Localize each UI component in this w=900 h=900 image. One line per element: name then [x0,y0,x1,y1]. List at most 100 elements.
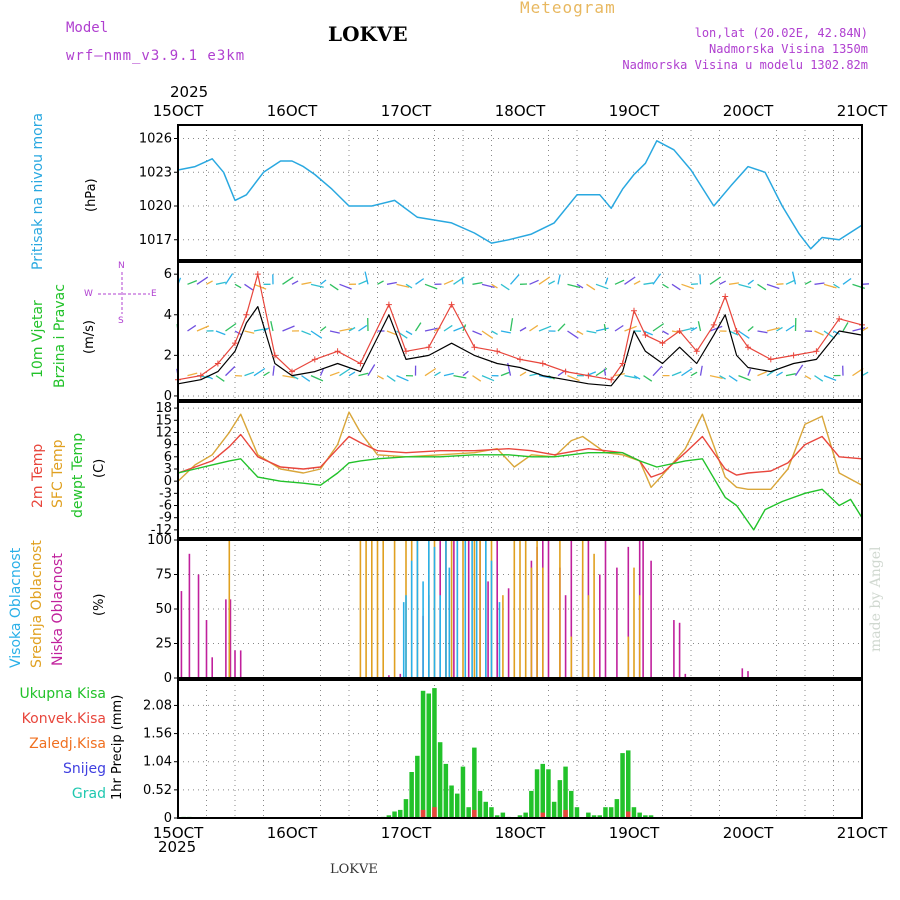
pressure-line [177,140,863,250]
total-rain-bar [420,690,426,818]
clouds-ytick-label: 50 [155,602,172,617]
total-rain-bar [386,815,392,818]
wind-arrow [747,368,752,376]
total-rain-bar [460,766,466,818]
total-rain-bar [586,812,591,818]
wind-speed-marker [676,328,683,334]
credit-text: made by Angel [868,546,884,653]
precip-units: 1hr Precip (mm) [110,694,125,800]
wind-arrow [833,283,840,289]
total-rain-bar [432,688,437,818]
wind-arrow [282,375,296,379]
wind-arrow [842,322,849,332]
wind-arrow [519,371,527,377]
wind-arrow [595,327,609,332]
sfc-temp-line [177,411,863,490]
wind-arrow [804,375,812,380]
wind-speed-marker [745,344,751,351]
wind-arrow [576,330,584,335]
temperature-ytick-label: 3 [164,462,172,477]
wind-speed-marker [357,360,364,367]
temp2m-line [177,433,863,478]
wind-arrow [481,375,495,382]
wind-arrow [643,330,653,336]
wind-arrow [728,375,738,382]
wind-speed-marker [693,348,700,355]
wind-arrow [861,283,870,285]
total-rain-bar [523,812,528,818]
wind-arrow [329,371,340,377]
precip-ytick-label: 0 [164,811,172,826]
total-rain-bar [620,753,625,818]
convective-rain-bar [563,809,568,818]
precip-ytick-label: 0.52 [143,783,172,798]
wind-speed-marker [254,271,261,278]
wind-arrow [215,375,225,382]
wind-arrow [196,325,210,332]
wind-arrow [224,273,234,285]
wind-arrow [791,271,797,285]
total-rain-bar [409,772,414,818]
wind-arrow [364,271,369,285]
total-rain-bar [426,693,431,818]
total-rain-bar [472,747,477,818]
wind-arrow [766,283,780,290]
wind-arrow [681,367,693,377]
total-rain-bar [557,780,563,818]
wind-arrow [377,280,384,285]
wind-speed-marker [197,372,204,379]
wind-arrow [348,326,356,332]
x-tick-label-top: 19OCT [609,102,660,120]
wind-speed-marker [243,311,250,318]
temperature-ytick-label: 18 [155,401,172,416]
wind-speed-marker [271,352,278,359]
wind-speed-marker [425,344,432,351]
wind-speed-marker [722,293,729,300]
temperature-ytick-label: -12 [151,523,172,538]
wind-arrow [538,276,551,285]
wind-arrow [690,371,698,377]
wind-arrow [396,330,408,339]
wind-arrow [453,375,467,379]
temperature-ytick-label: -6 [159,499,172,514]
total-rain-bar [517,815,523,818]
total-rain-bar [631,807,637,818]
wind-ylabel: 10m Vjetar [30,300,46,378]
wind-arrow [196,276,209,285]
wind-arrow [377,375,384,380]
convective-rain-bar [472,809,477,818]
clouds-ytick-label: 75 [155,568,172,583]
total-rain-bar [449,785,454,818]
wind-arrow [614,279,625,285]
wind-arrow [434,371,441,377]
wind-arrow [709,276,722,285]
pressure-ylabel: Pritisak na nivou mora [30,112,46,270]
x-tick-label-bottom: 21OCT [837,824,888,842]
wind-arrow [814,375,824,382]
wind-arrow [329,330,340,334]
precip-ytick-label: 1.56 [143,727,172,742]
precip-ytick-label: 2.08 [143,698,172,713]
wind-arrow [329,283,339,291]
wind-arrow [339,283,352,290]
wind-arrow [699,274,702,285]
wind-arrow [699,365,703,376]
wind-speed-marker [836,315,843,322]
elevation-text: Nadmorska Visina 1350m [709,42,868,56]
wind-arrow [538,375,552,379]
wind-speed-line [177,273,863,381]
wind-arrow [643,282,654,285]
wind-arrow [272,365,275,376]
wind-arrow [538,325,552,332]
wind-arrow [396,283,410,288]
total-rain-bar [603,807,608,818]
wind-speed-marker [767,356,774,363]
wind-ytick-label: 2 [164,348,172,363]
wind-arrow [567,283,581,289]
wind-frame [177,261,863,401]
wind-arrow [719,375,726,380]
x-tick-label-bottom: 18OCT [495,824,546,842]
x-tick-label-top: 17OCT [381,102,432,120]
high-cloud-ylabel: Visoka Oblacnost [8,547,24,668]
